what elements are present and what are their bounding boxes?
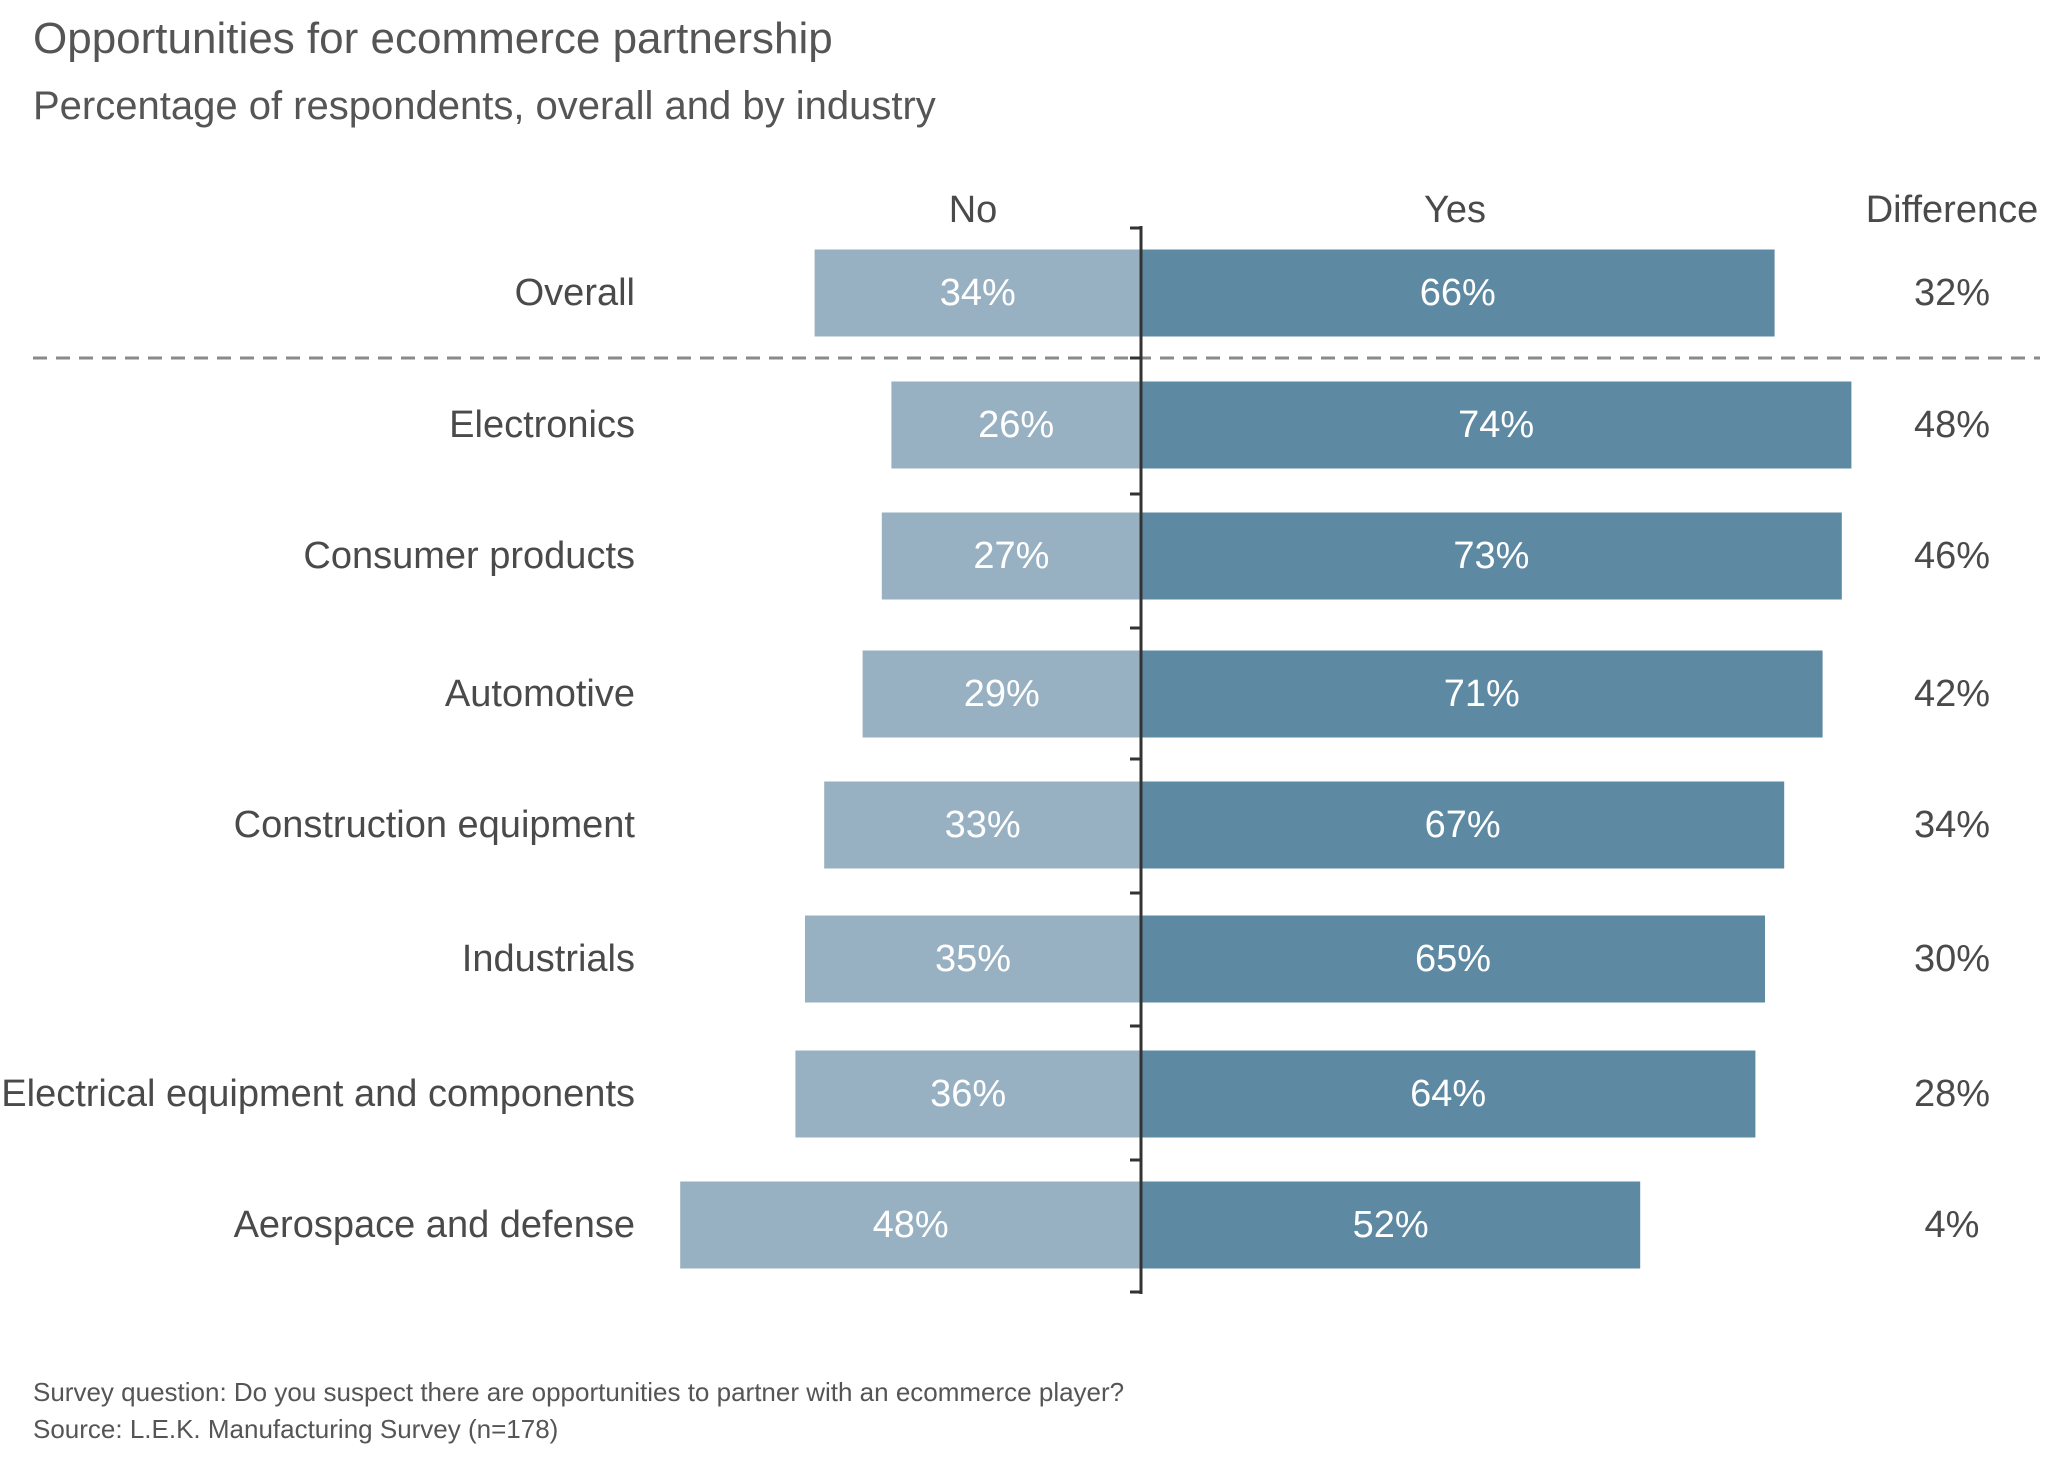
bar-yes-label: 67%	[1425, 804, 1501, 846]
difference-label: 46%	[1914, 535, 1990, 577]
header-yes: Yes	[1424, 189, 1486, 231]
bar-no	[680, 1181, 1141, 1269]
bar-no-label: 35%	[935, 938, 1011, 980]
category-label: Consumer products	[303, 535, 635, 577]
bar-no	[862, 650, 1141, 738]
category-label: Overall	[515, 272, 635, 314]
bar-no	[891, 381, 1141, 469]
bar-yes	[1141, 1050, 1756, 1138]
bar-yes-label: 64%	[1410, 1073, 1486, 1115]
difference-label: 32%	[1914, 272, 1990, 314]
difference-label: 42%	[1914, 673, 1990, 715]
bar-yes-label: 74%	[1458, 404, 1534, 446]
bar-no-label: 48%	[873, 1204, 949, 1246]
bar-no-label: 34%	[940, 272, 1016, 314]
bar-yes-label: 66%	[1420, 272, 1496, 314]
bar-yes	[1141, 381, 1852, 469]
bar-no-label: 29%	[964, 673, 1040, 715]
category-label: Electronics	[449, 404, 635, 446]
category-label: Construction equipment	[234, 804, 636, 846]
bar-no-label: 36%	[930, 1073, 1006, 1115]
bar-yes-label: 73%	[1453, 535, 1529, 577]
bar-no	[795, 1050, 1141, 1138]
header-difference: Difference	[1866, 189, 2039, 231]
bar-yes	[1141, 512, 1842, 600]
difference-label: 48%	[1914, 404, 1990, 446]
bar-no-label: 33%	[945, 804, 1021, 846]
bar-yes-label: 71%	[1444, 673, 1520, 715]
bar-yes	[1141, 650, 1823, 738]
bar-yes-label: 52%	[1353, 1204, 1429, 1246]
difference-label: 34%	[1914, 804, 1990, 846]
source-note: Source: L.E.K. Manufacturing Survey (n=1…	[33, 1414, 559, 1444]
bar-yes	[1141, 249, 1775, 337]
bar-yes	[1141, 781, 1785, 869]
bar-no-label: 27%	[973, 535, 1049, 577]
bar-no	[824, 781, 1141, 869]
bar-yes	[1141, 1181, 1641, 1269]
difference-label: 28%	[1914, 1073, 1990, 1115]
category-label: Automotive	[445, 673, 635, 715]
bar-no	[814, 249, 1141, 337]
difference-label: 30%	[1914, 938, 1990, 980]
bar-yes	[1141, 915, 1765, 1003]
chart-title: Opportunities for ecommerce partnership	[33, 14, 833, 63]
category-label: Industrials	[462, 938, 635, 980]
header-no: No	[949, 189, 998, 231]
bar-no	[805, 915, 1141, 1003]
category-label: Electrical equipment and components	[1, 1073, 635, 1115]
bar-yes-label: 65%	[1415, 938, 1491, 980]
difference-label: 4%	[1925, 1204, 1980, 1246]
chart-subtitle: Percentage of respondents, overall and b…	[33, 84, 936, 128]
survey-question-note: Survey question: Do you suspect there ar…	[33, 1377, 1125, 1407]
bar-no-label: 26%	[978, 404, 1054, 446]
category-label: Aerospace and defense	[234, 1204, 635, 1246]
bar-no	[881, 512, 1141, 600]
